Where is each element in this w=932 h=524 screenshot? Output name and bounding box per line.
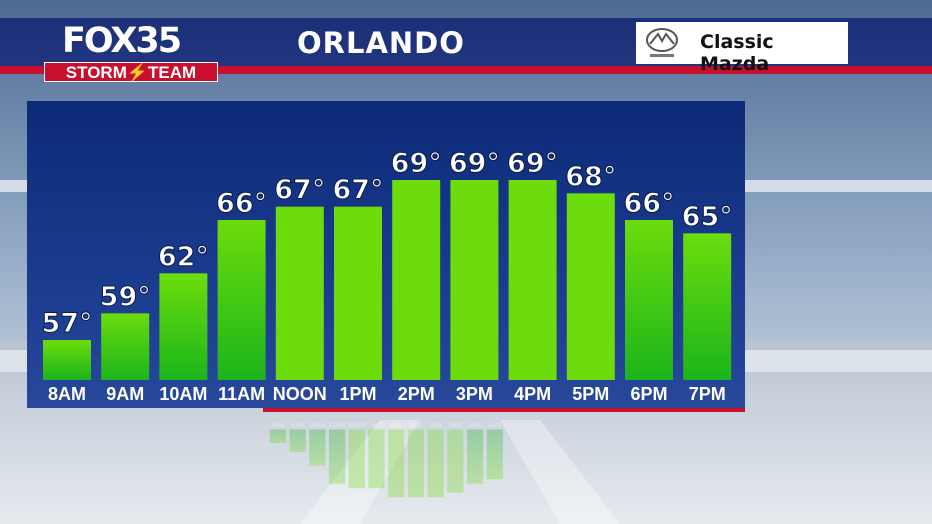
bar-3pm [450,180,499,380]
tick-label-8am: 8AM [272,421,285,428]
bar-1pm [368,429,385,489]
data-label-noon: 67° [274,175,325,206]
tick-label-9am: 9AM [106,384,144,404]
tick-label-10am: 10AM [159,384,207,404]
bar-noon [348,429,365,489]
bar-7pm [683,233,732,380]
tick-label-4pm: 4PM [429,421,442,428]
bar-noon [275,206,324,380]
bar-8am [269,429,287,444]
bar-5pm [566,193,615,380]
tick-label-7pm: 7PM [689,384,726,404]
data-label-6pm: 66° [623,188,674,219]
station-logo: FOX35 STORM⚡TEAM [44,22,218,84]
data-label-10am: 62° [158,241,209,272]
tick-label-4pm: 4PM [514,384,551,404]
bar-11am [328,429,346,484]
logo-team-label: STORM⚡TEAM [44,62,218,82]
logo-number: 35 [135,21,182,61]
tick-label-2pm: 2PM [398,384,435,404]
bar-1pm [334,206,382,380]
tick-label-7pm: 7PM [489,421,502,428]
bar-10am [159,273,208,380]
bar-5pm [447,429,464,493]
sponsor-name: Classic Mazda [700,31,774,75]
bar-2pm [388,429,405,498]
sponsor-box: Classic Mazda [636,22,848,75]
tick-label-8am: 8AM [48,384,86,404]
bar-3pm [407,429,425,498]
header-accent-stripe [0,66,932,74]
bar-6pm [625,220,673,380]
data-label-3pm: 69° [449,148,500,179]
chart-panel-accent [263,408,745,412]
tick-label-noon: NOON [273,384,327,404]
hourly-temperature-chart: 57° 8AM 59° 9AM 62° 10AM 66° 11AM 67° NOON 67° 1PM 6… [41,148,733,405]
bar-6pm [466,429,484,484]
bar-10am [309,429,326,466]
mazda-logo-icon [646,28,678,57]
logo-brand: FOX [62,21,137,61]
data-label-11am: 66° [216,188,267,219]
tick-label-2pm: 2PM [390,421,403,428]
bar-9am [101,313,150,380]
data-label-7pm: 65° [682,201,733,232]
bar-4pm [508,180,557,380]
tick-label-1pm: 1PM [339,384,376,404]
data-label-5pm: 68° [565,161,616,192]
tick-label-3pm: 3PM [410,421,423,428]
data-label-8am: 57° [41,308,92,339]
chart-reflection: 8AM 9AM 10AM 11AM NOON 1PM 2PM 3PM 4PM 5PM 6PM 7PM [269,421,503,498]
tick-label-10am: 10AM [309,421,325,428]
tick-label-5pm: 5PM [572,384,609,404]
bar-11am [217,220,266,380]
tick-label-noon: NOON [348,421,366,428]
bar-4pm [427,429,444,498]
logo-wordmark: FOX35 [62,21,182,61]
data-label-1pm: 67° [332,175,383,206]
bar-2pm [392,180,441,380]
bar-8am [43,340,91,380]
tick-label-1pm: 1PM [370,421,383,428]
tick-label-6pm: 6PM [469,421,482,428]
tick-label-3pm: 3PM [456,384,493,404]
bar-7pm [486,429,503,480]
tick-label-11am: 11AM [218,384,265,404]
tick-label-11am: 11AM [329,421,345,428]
bar-9am [289,429,306,453]
data-label-9am: 59° [100,281,151,312]
tick-label-5pm: 5PM [449,421,462,428]
data-label-2pm: 69° [391,148,442,179]
tick-label-6pm: 6PM [630,384,667,404]
tick-label-9am: 9AM [291,421,304,428]
data-label-4pm: 69° [507,148,558,179]
page-title: ORLANDO [297,26,465,60]
